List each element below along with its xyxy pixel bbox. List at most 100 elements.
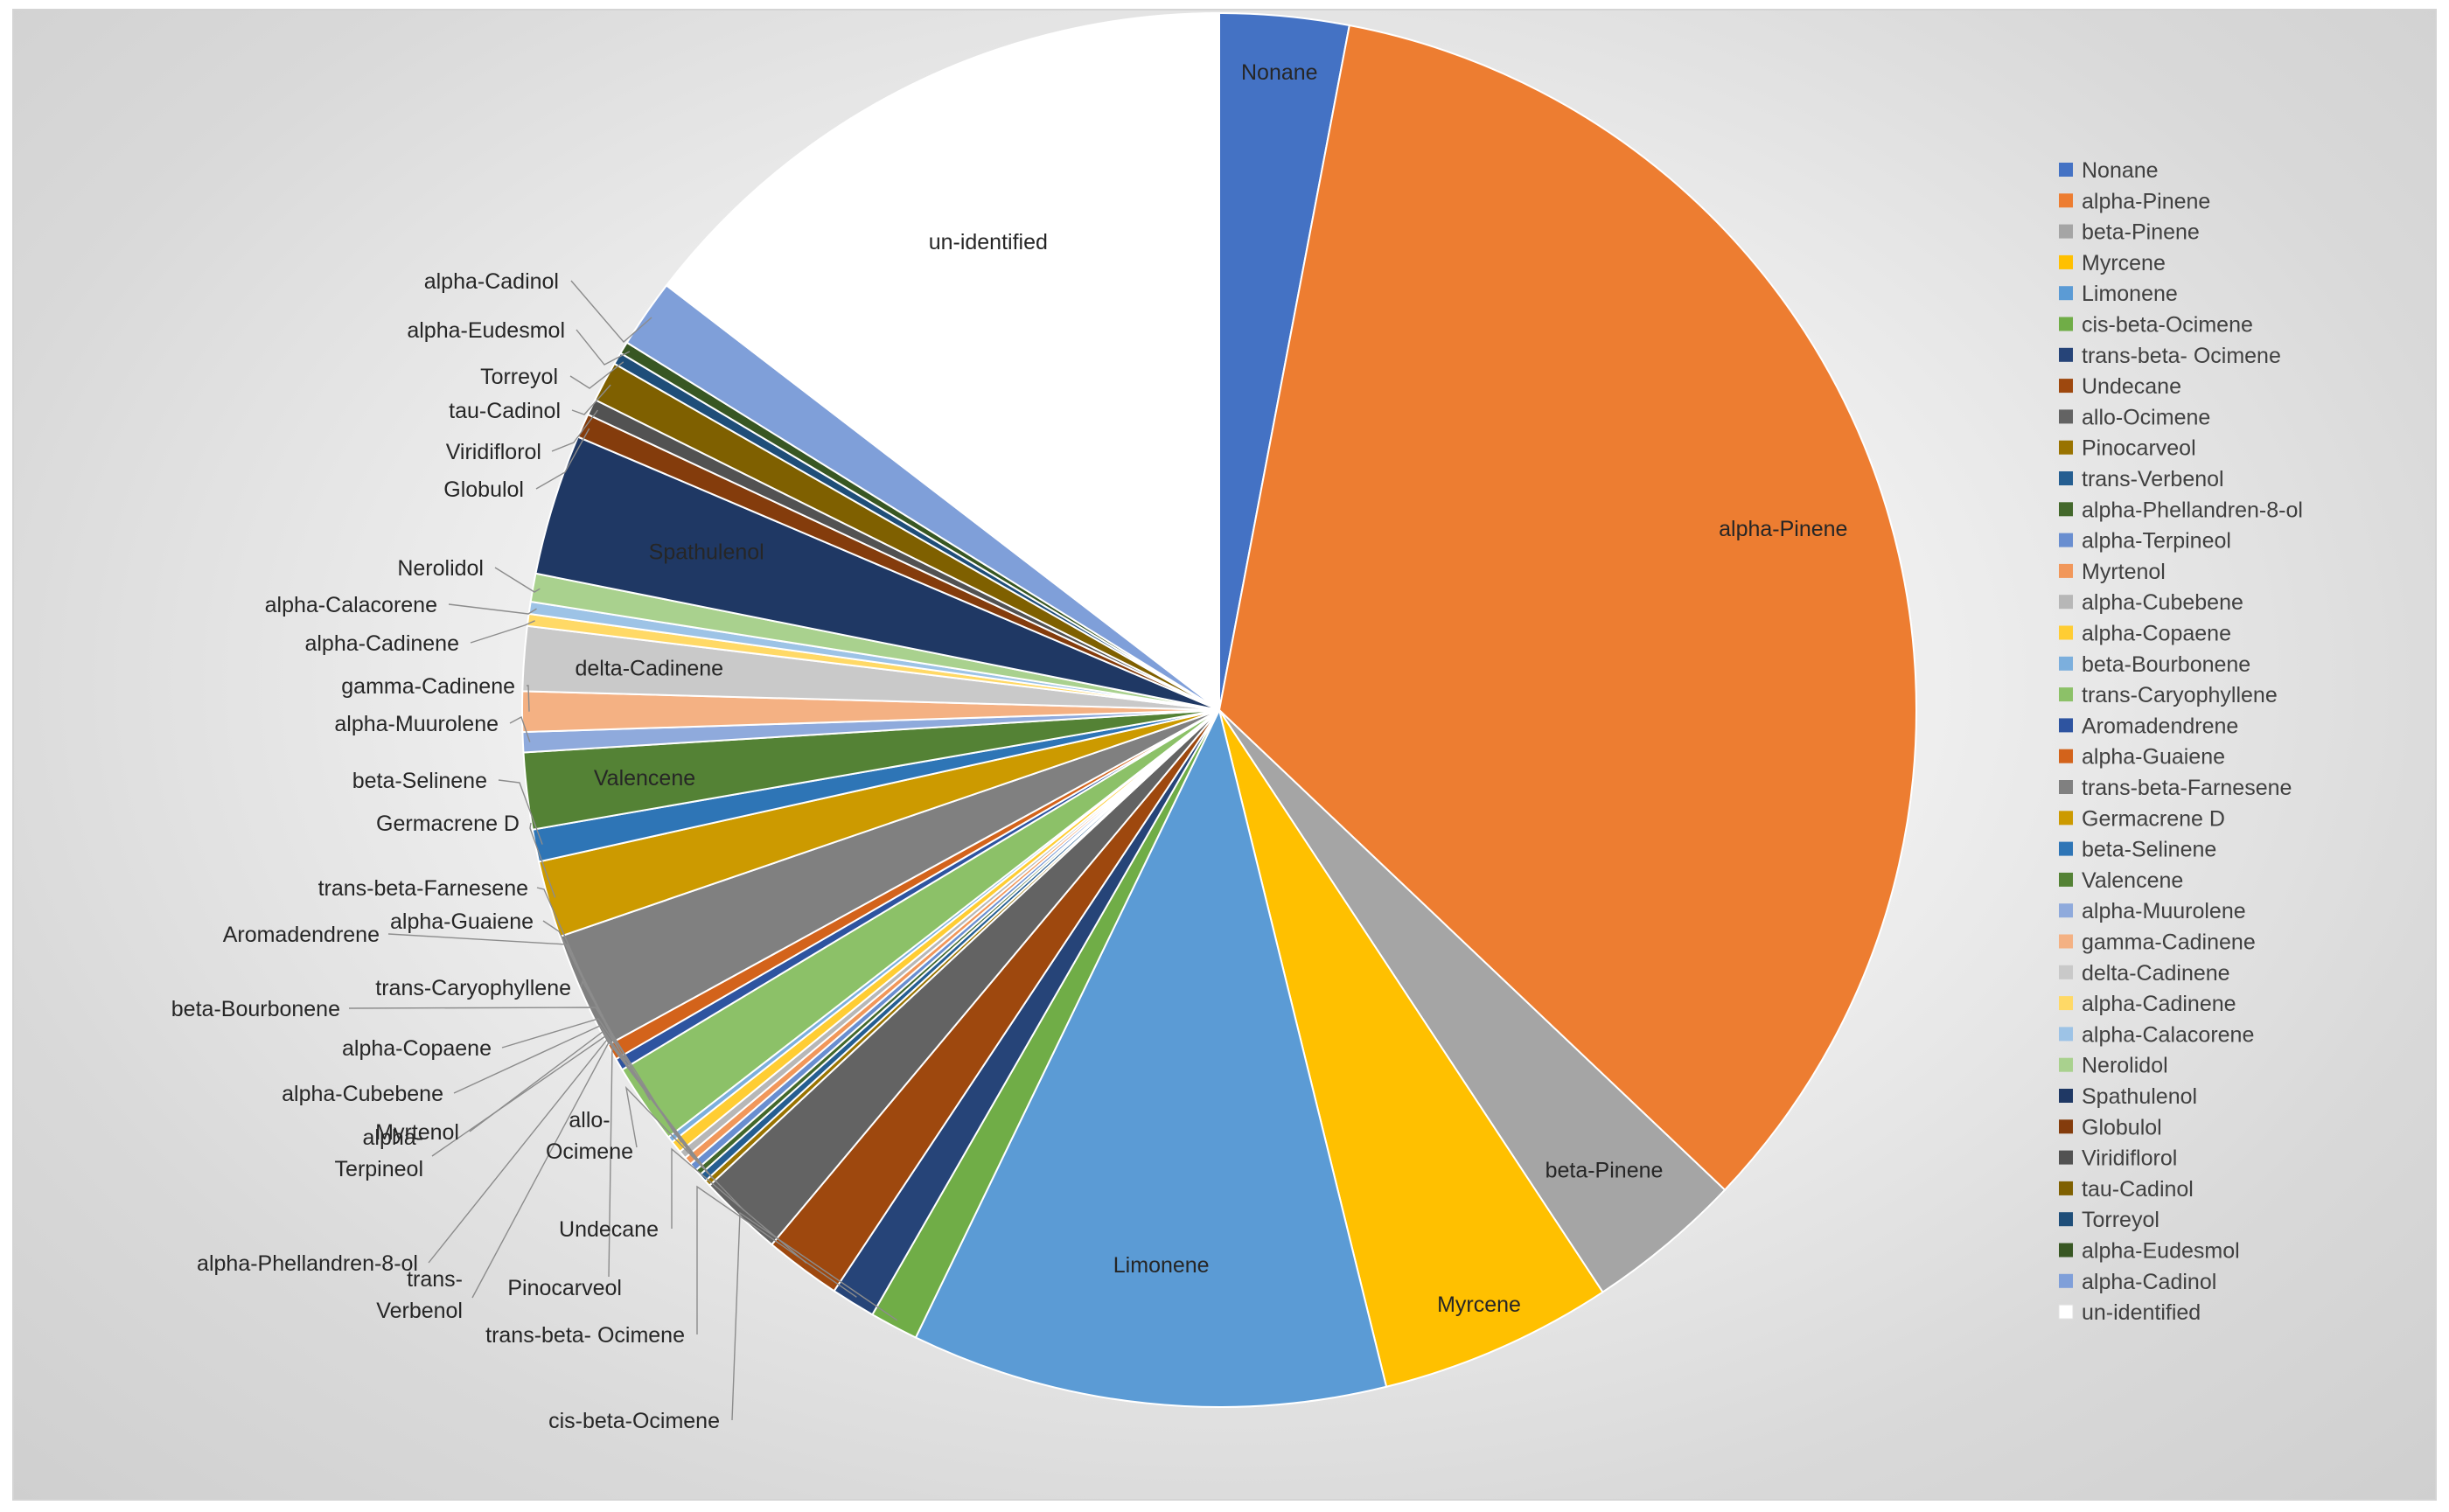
legend-swatch-alpha-muurolene [2059,903,2073,918]
legend-label-viridiflorol: Viridiflorol [2082,1146,2177,1171]
slice-label-alpha-cadinol: alpha-Cadinol [424,269,559,294]
leader-line-alpha-cadinol [570,280,652,343]
legend-swatch-alpha-cubebene [2059,595,2073,610]
slice-label-undecane: Undecane [559,1217,659,1242]
leader-line-gamma-cadinene [527,685,530,712]
slice-label-alpha-cubebene: alpha-Cubebene [282,1082,443,1106]
slice-label-trans-verbenol: trans-Verbenol [376,1267,463,1323]
slice-label-alpha-cadinene: alpha-Cadinene [304,631,459,656]
legend-label-alpha-cadinol: alpha-Cadinol [2082,1270,2216,1294]
legend-swatch-trans-caryophyllene [2059,687,2073,702]
legend-swatch-beta-selinene [2059,841,2073,856]
legend-swatch-aromadendrene [2059,718,2073,733]
legend-swatch-trans-verbenol [2059,471,2073,485]
legend-label-alpha-cadinene: alpha-Cadinene [2082,992,2236,1016]
leader-line-aromadendrene [387,933,626,1062]
leader-line-alpha-cadinene [470,620,535,644]
slice-label-alpha-phellandren-8-ol: alpha-Phellandren-8-ol [197,1251,418,1276]
leader-line-viridiflorol [551,409,598,452]
legend-swatch-cis-beta-ocimene [2059,317,2073,331]
legend-swatch-beta-bourbonene [2059,656,2073,671]
slice-label-tau-cadinol: tau-Cadinol [449,399,561,423]
legend-label-pinocarveol: Pinocarveol [2082,436,2196,461]
legend-label-nonane: Nonane [2082,158,2159,183]
slice-label-alpha-copaene: alpha-Copaene [342,1036,492,1061]
legend-swatch-undecane [2059,379,2073,394]
slice-label-trans-beta-farnesene: trans-beta-Farnesene [318,876,528,901]
legend-swatch-alpha-calacorene [2059,1027,2073,1042]
legend-swatch-viridiflorol [2059,1150,2073,1165]
leader-line-alpha-calacorene [448,603,537,615]
slice-label-alpha-muurolene: alpha-Muurolene [334,712,499,736]
legend-label-beta-selinene: beta-Selinene [2082,838,2216,862]
legend-label-delta-cadinene: delta-Cadinene [2082,961,2230,986]
legend-label-aromadendrene: Aromadendrene [2082,714,2238,738]
legend-swatch-alpha-terpineol [2059,533,2073,547]
legend-swatch-un-identified [2058,1304,2074,1320]
leader-line-beta-selinene [498,779,543,845]
legend-swatch-myrcene [2059,254,2073,269]
legend-swatch-globulol [2059,1119,2073,1134]
legend-label-myrtenol: Myrtenol [2082,560,2166,584]
legend-swatch-gamma-cadinene [2059,934,2073,949]
legend-swatch-trans-beta-ocimene [2059,347,2073,362]
legend-label-tau-cadinol: tau-Cadinol [2082,1177,2194,1202]
legend-swatch-nerolidol [2059,1057,2073,1072]
legend-label-gamma-cadinene: gamma-Cadinene [2082,930,2256,955]
slice-label-alpha-terpineol: alpha-Terpineol [335,1125,423,1181]
slice-label-allo-ocimene: allo-Ocimene [546,1108,633,1164]
legend-swatch-alpha-guaiene [2059,749,2073,763]
slice-label-valencene: Valencene [594,766,695,791]
leader-line-alpha-guaiene [542,920,619,1049]
slice-label-limonene: Limonene [1113,1253,1210,1278]
pie-slice-alpha-pinene [1218,24,1917,1192]
legend-label-alpha-phellandren-8-ol: alpha-Phellandren-8-ol [2082,498,2303,522]
legend-label-alpha-muurolene: alpha-Muurolene [2082,899,2246,923]
leader-line-trans-beta-farnesene [536,887,589,990]
slice-label-trans-beta-ocimene: trans-beta- Ocimene [485,1323,685,1348]
slice-label-myrcene: Myrcene [1437,1293,1521,1317]
leader-line-nerolidol [494,567,541,593]
legend-label-trans-verbenol: trans-Verbenol [2082,467,2224,491]
legend-label-spathulenol: Spathulenol [2082,1084,2197,1109]
legend-label-trans-beta-ocimene: trans-beta- Ocimene [2082,344,2281,368]
leader-line-torreyol [569,361,624,389]
leader-line-globulol [535,428,590,490]
legend-swatch-myrtenol [2059,563,2073,578]
leader-line-tau-cadinol [571,384,611,415]
slice-label-viridiflorol: Viridiflorol [446,440,541,464]
legend-swatch-spathulenol [2059,1089,2073,1103]
slice-label-aromadendrene: Aromadendrene [223,923,380,947]
legend-swatch-alpha-phellandren-8-ol [2059,502,2073,517]
pie-chart: Nonane alpha-Pinene beta-Pinene Myrcene Limo… [171,11,2303,1433]
legend-label-germacrene-d: Germacrene D [2082,806,2225,831]
legend-swatch-beta-pinene [2059,224,2073,239]
legend-swatch-limonene [2059,286,2073,301]
legend-label-nerolidol: Nerolidol [2082,1054,2168,1078]
slice-label-alpha-calacorene: alpha-Calacorene [265,593,437,617]
pie-slice-myrcene [1218,709,1604,1388]
legend-swatch-alpha-cadinene [2059,996,2073,1011]
slice-label-nonane: Nonane [1241,60,1318,85]
leader-line-beta-bourbonene [348,1007,677,1136]
slice-label-delta-cadinene: delta-Cadinene [576,657,724,681]
legend-label-undecane: Undecane [2082,374,2181,399]
legend-swatch-tau-cadinol [2059,1181,2073,1195]
legend-swatch-germacrene-d [2059,811,2073,826]
legend-label-alpha-calacorene: alpha-Calacorene [2082,1022,2254,1047]
slice-label-myrtenol: Myrtenol [375,1120,459,1145]
legend-swatch-allo-ocimene [2059,409,2073,424]
slice-label-germacrene-d: Germacrene D [376,812,520,836]
legend-label-myrcene: Myrcene [2082,251,2166,275]
slice-label-torreyol: Torreyol [480,365,558,389]
legend-swatch-valencene [2059,872,2073,887]
slice-label-cis-beta-ocimene: cis-beta-Ocimene [548,1409,720,1433]
legend-label-alpha-pinene: alpha-Pinene [2082,189,2210,213]
slice-label-globulol: Globulol [443,477,524,502]
slice-label-beta-pinene: beta-Pinene [1545,1159,1664,1183]
legend-swatch-nonane [2059,163,2073,177]
slice-label-nerolidol: Nerolidol [397,556,484,581]
legend-swatch-trans-beta-farnesene [2059,780,2073,794]
legend-swatch-torreyol [2059,1212,2073,1227]
slice-label-beta-selinene: beta-Selinene [352,769,487,793]
